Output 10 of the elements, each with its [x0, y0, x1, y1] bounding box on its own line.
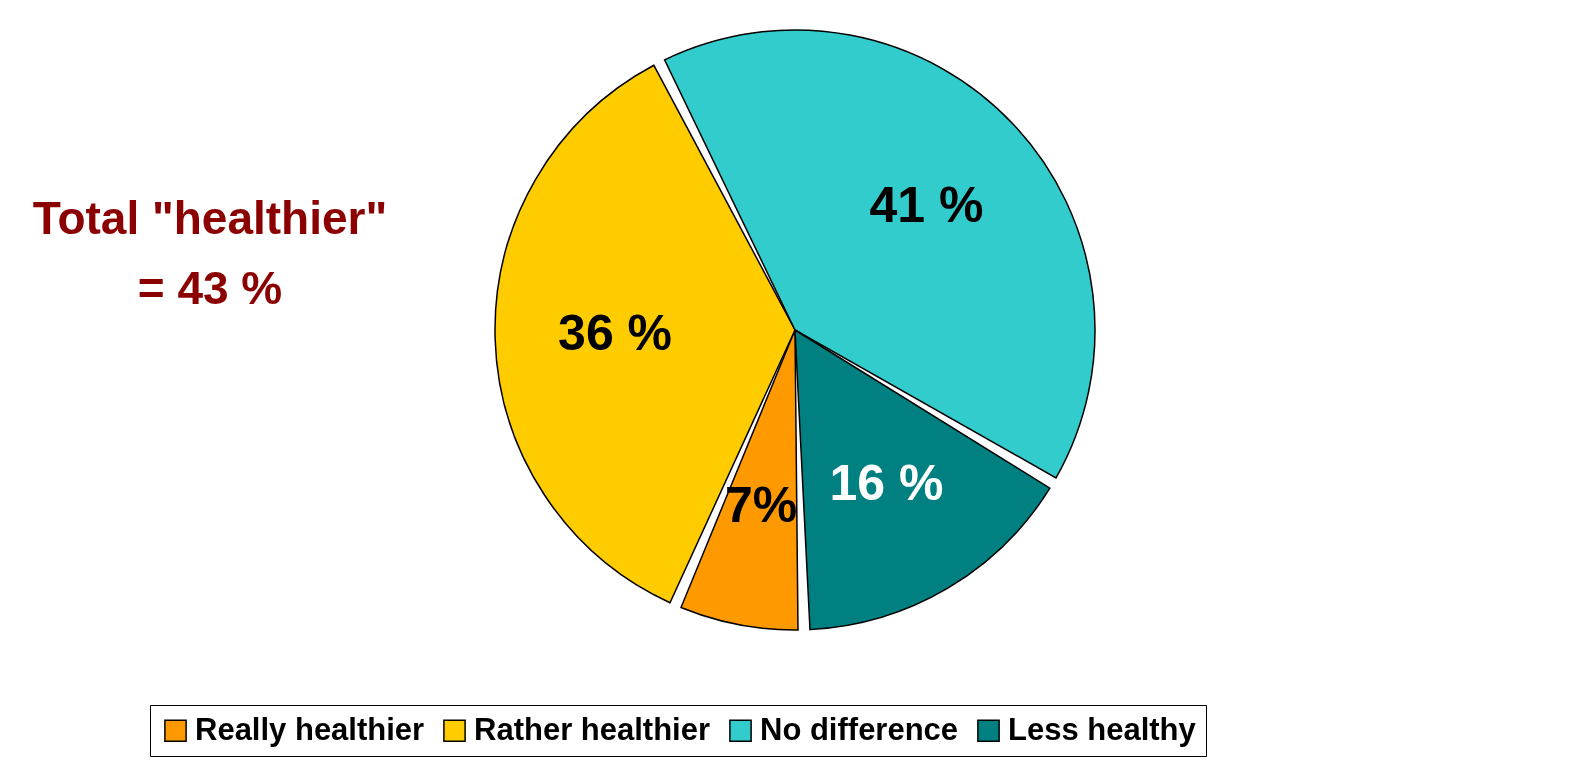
text: = 43 %	[137, 262, 283, 314]
data-label: 41 %	[869, 176, 984, 233]
text: Total "healthier"	[32, 192, 388, 244]
legend-label: Rather healthier	[474, 711, 711, 747]
legend-label: Really healthier	[195, 711, 425, 747]
legend-label: Less healthy	[1008, 711, 1197, 747]
data-label: 16 %	[829, 455, 944, 512]
legend-label: No difference	[760, 711, 959, 747]
data-label: 7%	[724, 476, 798, 533]
data-label: 36 %	[558, 305, 673, 362]
